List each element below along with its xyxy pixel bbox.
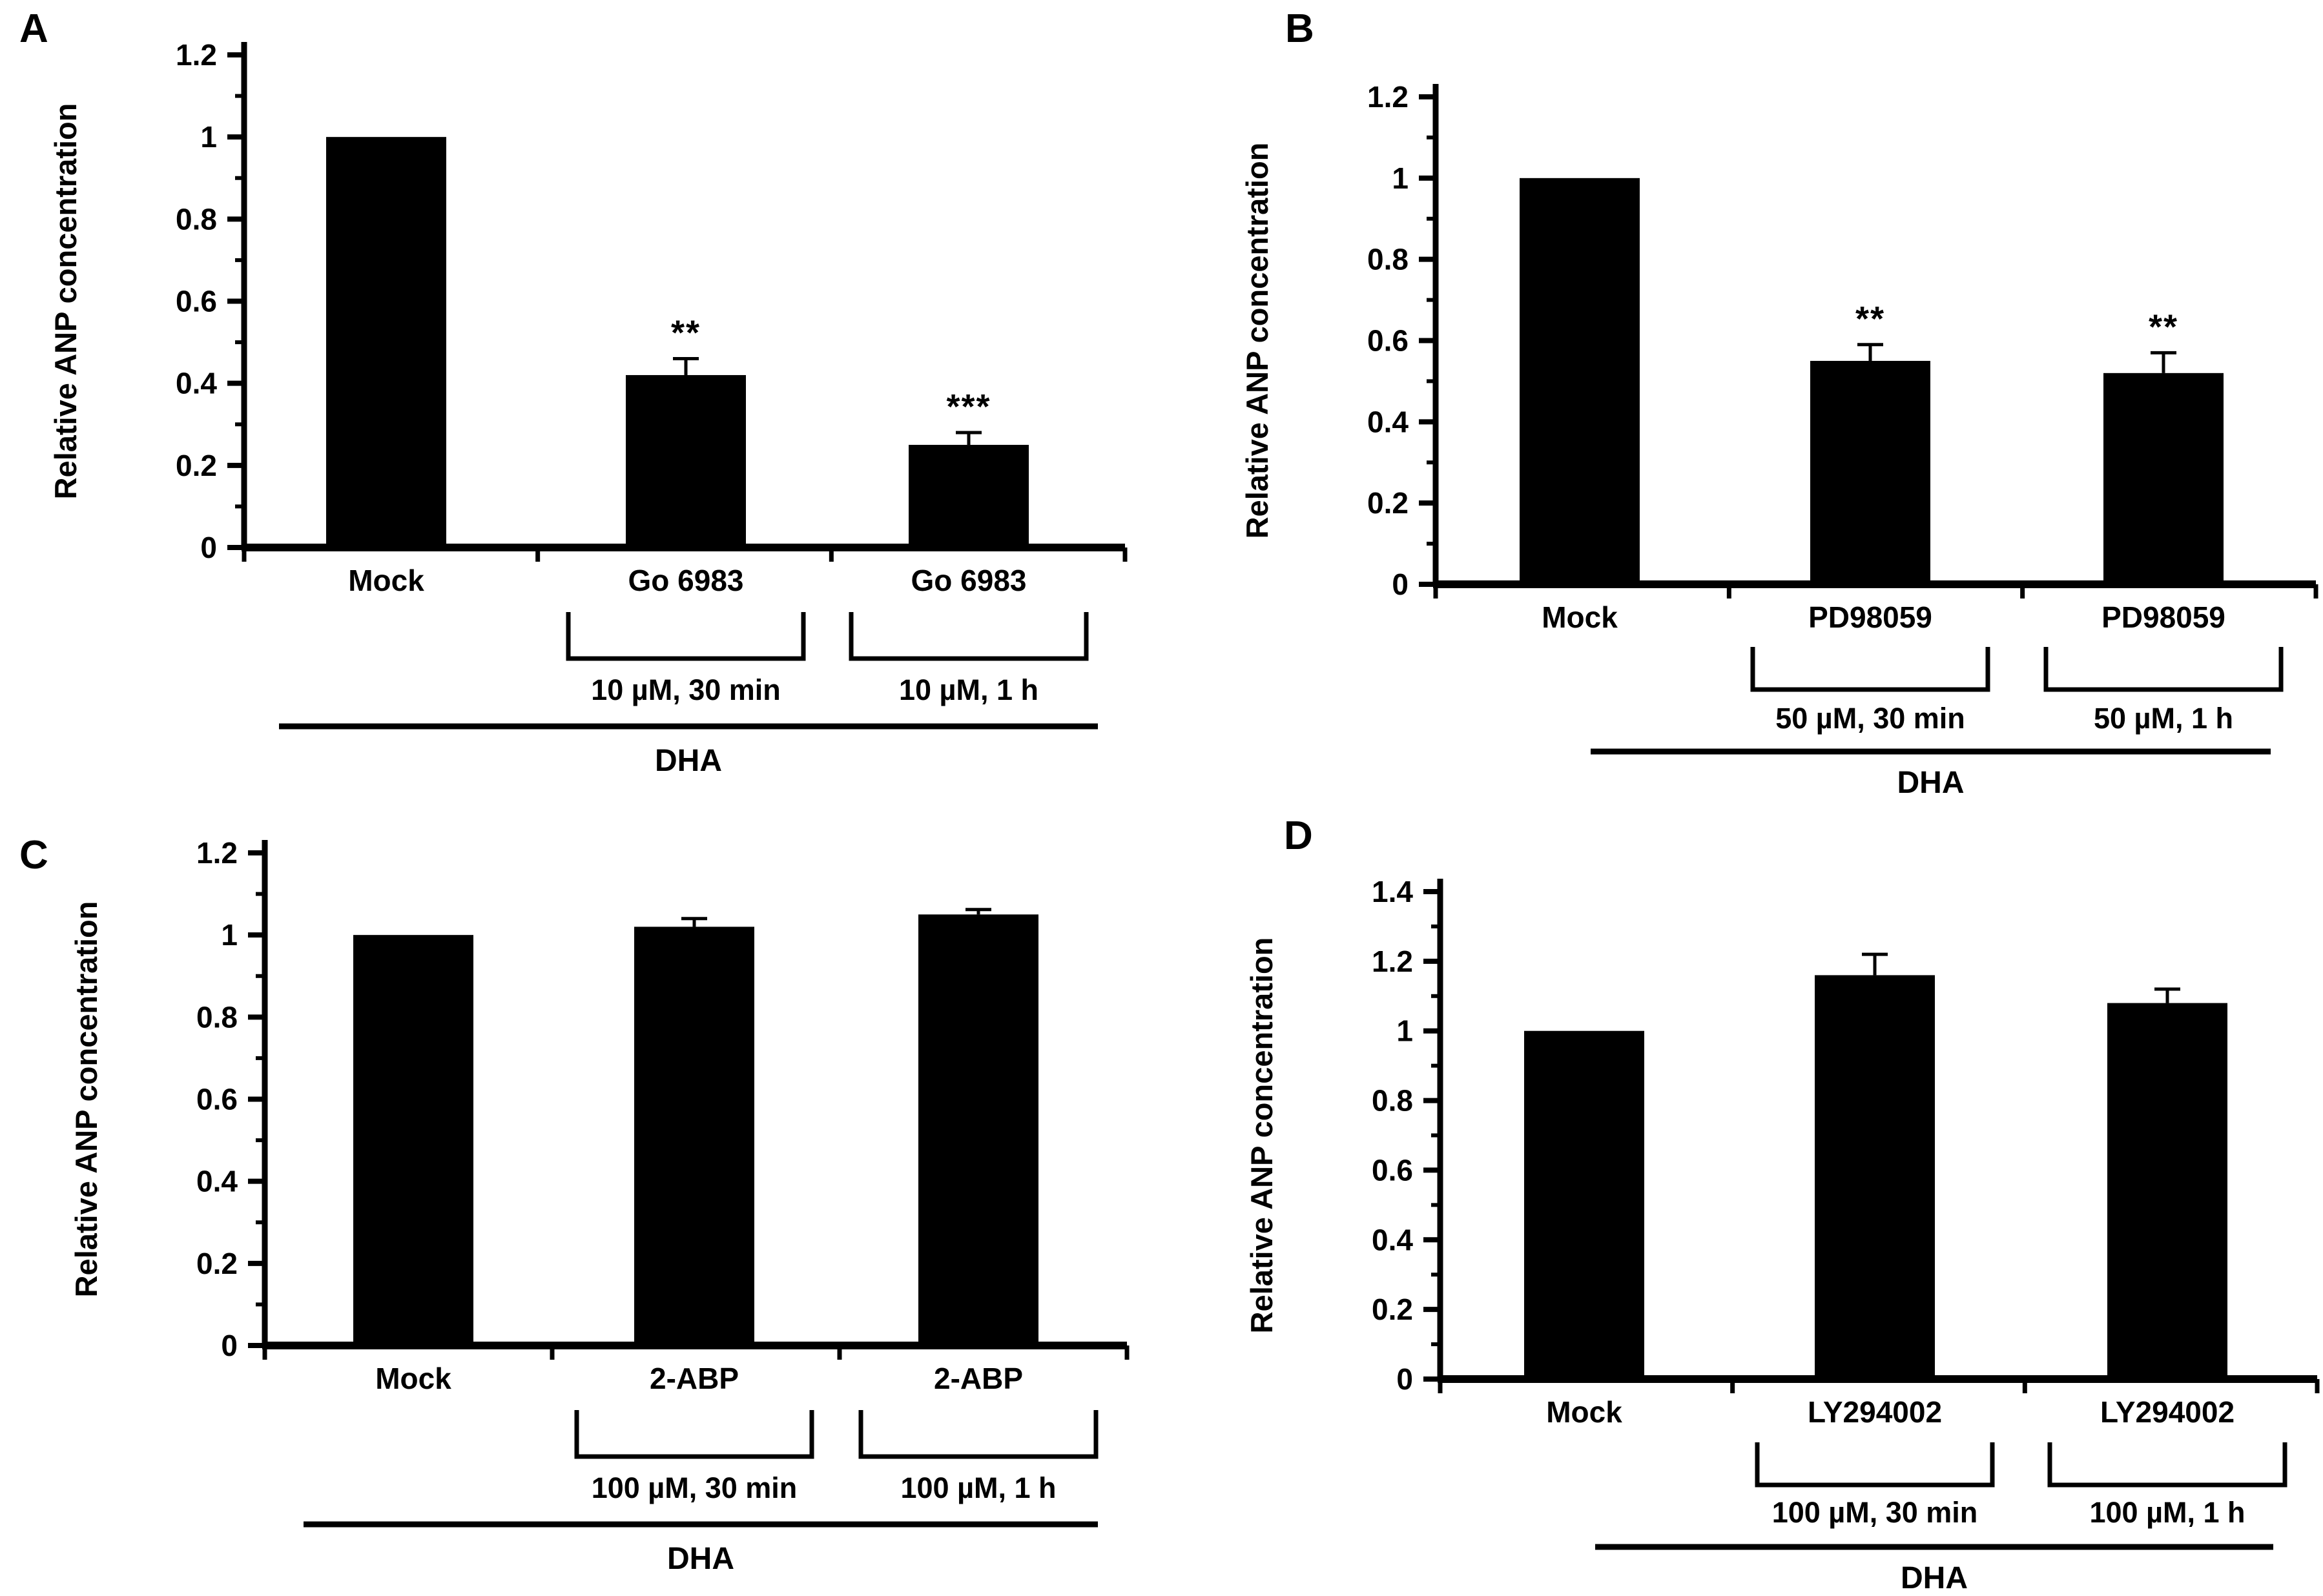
dose-label: 10 µM, 1 h bbox=[899, 673, 1038, 706]
y-axis-title: Relative ANP concentration bbox=[1240, 143, 1274, 539]
significance-stars: *** bbox=[946, 387, 991, 426]
category-label: 2-ABP bbox=[934, 1362, 1023, 1395]
dha-label: DHA bbox=[655, 744, 722, 778]
panel-c-letter: C bbox=[19, 833, 48, 877]
y-tick-label: 0.2 bbox=[196, 1247, 238, 1280]
dose-label: 100 µM, 1 h bbox=[900, 1471, 1056, 1504]
y-tick-label: 0.6 bbox=[176, 285, 217, 318]
category-label: 2-ABP bbox=[650, 1362, 739, 1395]
bar bbox=[909, 445, 1029, 547]
condition-bracket bbox=[858, 1410, 1099, 1459]
bar bbox=[1520, 178, 1640, 584]
category-label: Mock bbox=[375, 1362, 451, 1395]
y-tick-label: 0 bbox=[1392, 568, 1409, 601]
dose-label: 50 µM, 30 min bbox=[1775, 702, 1965, 735]
dose-label: 100 µM, 30 min bbox=[592, 1471, 798, 1504]
category-label: Mock bbox=[348, 564, 424, 597]
panel-b: B 0 0.2 0.4 0.6 0.8 1 1.2 Relative ANP concentr… bbox=[1161, 0, 2322, 798]
dha-label: DHA bbox=[1897, 766, 1965, 798]
dha-label: DHA bbox=[1901, 1561, 1968, 1595]
y-tick-label: 0 bbox=[200, 531, 217, 564]
panel-a-chart: 0 0.2 0.4 0.6 0.8 1 1.2 Relative ANP concentrat… bbox=[48, 38, 1128, 778]
panel-a: A 0 0.2 0.4 0.6 0.8 1 1.2 Relative ANP concentr… bbox=[0, 0, 1161, 798]
category-label: PD98059 bbox=[2101, 600, 2225, 634]
y-axis-title: Relative ANP concentration bbox=[1244, 937, 1279, 1334]
y-tick-label: 0.2 bbox=[176, 449, 217, 482]
category-label: Mock bbox=[1546, 1395, 1622, 1429]
condition-bracket bbox=[849, 612, 1089, 661]
bar bbox=[1524, 1030, 1644, 1379]
y-tick-label: 0.4 bbox=[1367, 405, 1409, 438]
y-tick-label: 0.4 bbox=[196, 1165, 238, 1198]
bar bbox=[1810, 360, 1930, 584]
significance-stars: ** bbox=[1855, 300, 1885, 338]
condition-bracket bbox=[2043, 647, 2284, 692]
condition-bracket bbox=[1750, 647, 1990, 692]
y-tick-label: 1.2 bbox=[1372, 945, 1413, 978]
y-tick-label: 1 bbox=[1396, 1014, 1413, 1048]
y-axis-title: Relative ANP concentration bbox=[69, 901, 103, 1298]
condition-bracket bbox=[566, 612, 806, 661]
y-tick-label: 0 bbox=[1396, 1362, 1413, 1396]
bar bbox=[2107, 1003, 2227, 1379]
category-label: LY294002 bbox=[1808, 1395, 1942, 1429]
y-tick-label: 1 bbox=[200, 120, 217, 154]
category-label: Mock bbox=[1542, 600, 1618, 634]
bar bbox=[918, 914, 1038, 1345]
y-tick-label: 0.4 bbox=[1372, 1223, 1413, 1256]
panel-c: C 0 0.2 0.4 0.6 0.8 1 1.2 Relative ANP concentr… bbox=[0, 798, 1161, 1596]
y-axis-title: Relative ANP concentration bbox=[48, 103, 83, 500]
condition-bracket bbox=[2047, 1442, 2287, 1488]
category-label: LY294002 bbox=[2100, 1395, 2235, 1429]
panel-b-chart: 0 0.2 0.4 0.6 0.8 1 1.2 Relative ANP concentrat… bbox=[1240, 80, 2318, 798]
y-tick-label: 0.8 bbox=[196, 1000, 238, 1034]
y-tick-label: 1.2 bbox=[176, 38, 217, 72]
y-tick-label: 0.4 bbox=[176, 367, 217, 400]
y-tick-label: 1.2 bbox=[196, 836, 238, 870]
dose-label: 100 µM, 1 h bbox=[2089, 1496, 2245, 1529]
condition-bracket bbox=[574, 1410, 814, 1459]
panel-b-letter: B bbox=[1285, 6, 1314, 51]
y-tick-label: 1 bbox=[1392, 161, 1409, 195]
y-tick-label: 0.8 bbox=[1372, 1084, 1413, 1118]
y-tick-label: 0.2 bbox=[1372, 1293, 1413, 1326]
panel-d-letter: D bbox=[1284, 813, 1313, 858]
y-tick-label: 0.6 bbox=[1372, 1153, 1413, 1187]
bar bbox=[626, 374, 746, 547]
category-label: Go 6983 bbox=[911, 564, 1027, 597]
category-label: Go 6983 bbox=[628, 564, 744, 597]
y-tick-label: 1.4 bbox=[1372, 875, 1413, 908]
y-tick-label: 0.8 bbox=[176, 202, 217, 236]
bar bbox=[353, 935, 473, 1345]
significance-stars: ** bbox=[2149, 307, 2178, 346]
panel-a-letter: A bbox=[19, 6, 48, 51]
bar bbox=[1815, 975, 1935, 1379]
y-tick-label: 1 bbox=[221, 918, 238, 952]
bar bbox=[634, 926, 754, 1345]
y-tick-label: 0.6 bbox=[196, 1083, 238, 1116]
dose-label: 100 µM, 30 min bbox=[1772, 1496, 1978, 1529]
y-tick-label: 0 bbox=[221, 1329, 238, 1362]
y-tick-label: 0.8 bbox=[1367, 243, 1409, 276]
y-tick-label: 1.2 bbox=[1367, 80, 1409, 114]
y-tick-label: 0.6 bbox=[1367, 324, 1409, 358]
panel-d-chart: 0 0.2 0.4 0.6 0.8 1 1.2 1.4 Relative ANP concent… bbox=[1244, 875, 2320, 1595]
bar bbox=[326, 137, 446, 547]
y-tick-label: 0.2 bbox=[1367, 486, 1409, 520]
panel-d: D 0 0.2 0.4 0.6 0.8 1 1.2 1.4 Relative ANP conce… bbox=[1161, 798, 2322, 1596]
condition-bracket bbox=[1755, 1442, 1995, 1488]
bar bbox=[2103, 373, 2224, 584]
panel-c-chart: 0 0.2 0.4 0.6 0.8 1 1.2 Relative ANP concentrat… bbox=[69, 836, 1130, 1576]
dha-label: DHA bbox=[667, 1542, 734, 1576]
category-label: PD98059 bbox=[1808, 600, 1932, 634]
dose-label: 10 µM, 30 min bbox=[591, 673, 781, 706]
dose-label: 50 µM, 1 h bbox=[2094, 702, 2233, 735]
significance-stars: ** bbox=[671, 314, 701, 353]
